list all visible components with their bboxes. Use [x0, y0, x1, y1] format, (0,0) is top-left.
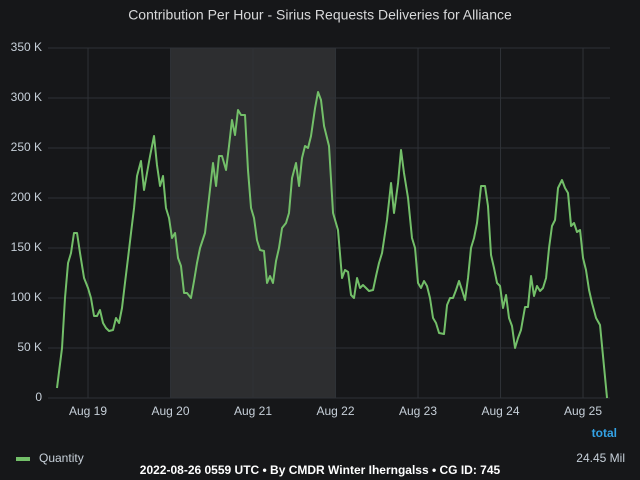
y-tick-label: 200 K — [11, 190, 42, 204]
x-tick-label: Aug 19 — [69, 404, 107, 418]
x-tick-label: Aug 21 — [234, 404, 272, 418]
y-tick-label: 250 K — [11, 140, 42, 154]
y-tick-label: 100 K — [11, 290, 42, 304]
chart-title: Contribution Per Hour - Sirius Requests … — [128, 7, 512, 23]
y-tick-label: 50 K — [17, 340, 42, 354]
legend-entry[interactable]: Quantity — [39, 451, 84, 465]
x-tick-label: Aug 22 — [316, 404, 354, 418]
x-tick-label: Aug 24 — [481, 404, 519, 418]
legend-header[interactable]: total — [592, 426, 617, 440]
y-tick-label: 150 K — [11, 240, 42, 254]
x-tick-label: Aug 25 — [564, 404, 602, 418]
x-tick-label: Aug 23 — [399, 404, 437, 418]
y-tick-label: 350 K — [11, 40, 42, 54]
y-tick-label: 0 — [35, 390, 42, 404]
legend-total: 24.45 Mil — [576, 451, 625, 465]
x-tick-label: Aug 20 — [151, 404, 189, 418]
footer: 2022-08-26 0559 UTC • By CMDR Winter Ihe… — [140, 463, 501, 477]
data-line — [55, 91, 609, 399]
y-tick-label: 300 K — [11, 90, 42, 104]
